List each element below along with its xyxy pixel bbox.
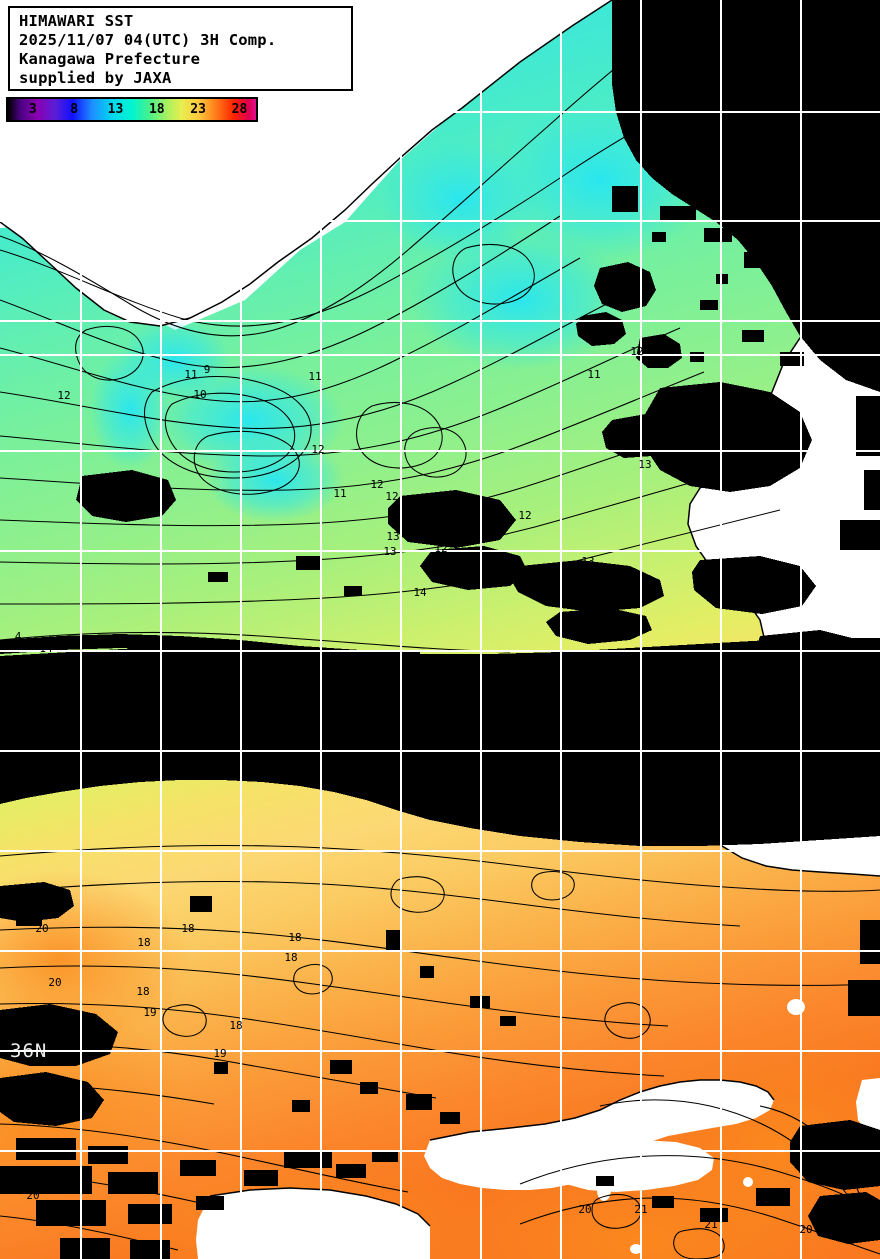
title-line-source: supplied by JAXA <box>19 69 172 87</box>
contour-label: 13 <box>386 530 399 543</box>
title-line-product: HIMAWARI SST <box>19 12 134 30</box>
colorbar-tick-labels: 3 8 13 18 23 28 <box>8 99 256 120</box>
contour-label: 19 <box>213 1047 226 1060</box>
contour-label: 12 <box>434 542 447 555</box>
contour-label: 18 <box>229 1019 242 1032</box>
colorbar-tick-18: 18 <box>148 102 165 117</box>
contour-label: 12 <box>630 345 643 358</box>
contour-label: 14 <box>39 642 53 655</box>
contour-label: 12 <box>518 509 531 522</box>
contour-label: 11 <box>333 487 346 500</box>
colorbar-gradient <box>8 99 256 120</box>
contour-label: 18 <box>136 985 149 998</box>
sst-contours <box>0 37 880 1259</box>
contour-label: 18 <box>28 890 41 903</box>
contour-label: 12 <box>370 478 383 491</box>
contour-label: 21 <box>634 1203 647 1216</box>
contour-label: 11 <box>587 368 600 381</box>
contour-label: 12 <box>57 389 70 402</box>
contour-label: 20 <box>39 1051 52 1064</box>
colorbar-tick-8: 8 <box>70 102 79 117</box>
contour-label: 21 <box>808 1159 821 1172</box>
contour-label: 20 <box>48 976 61 989</box>
contour-label: 19 <box>45 890 58 903</box>
contour-label: 20 <box>35 922 48 935</box>
contour-label: 14 <box>413 586 427 599</box>
title-line-datetime: 2025/11/07 04(UTC) 3H Comp. <box>19 31 277 49</box>
contour-label: 10 <box>619 420 632 433</box>
contour-label: 18 <box>288 931 301 944</box>
contour-label: 18 <box>137 936 150 949</box>
contour-label: 12 <box>311 443 324 456</box>
contour-label: 12 <box>385 490 398 503</box>
colorbar-tick-13: 13 <box>107 102 124 117</box>
contour-label: 20 <box>799 1223 812 1236</box>
contour-label: 9 <box>204 363 211 376</box>
contour-label: 4 <box>15 630 22 643</box>
contour-label: 13 <box>638 458 651 471</box>
contour-label: 11 <box>308 370 321 383</box>
contour-label: 13 <box>383 545 396 558</box>
colorbar-tick-23: 23 <box>190 102 206 117</box>
title-info-box: HIMAWARI SST 2025/11/07 04(UTC) 3H Comp.… <box>8 6 353 91</box>
contour-label: 19 <box>143 1006 156 1019</box>
contour-label: 10 <box>193 388 206 401</box>
contour-label: 11 <box>184 368 197 381</box>
contour-label: 20 <box>26 1189 39 1202</box>
contour-label: 18 <box>284 951 297 964</box>
colorbar-tick-3: 3 <box>28 102 37 117</box>
contour-label: 18 <box>181 922 194 935</box>
title-line-region: Kanagawa Prefecture <box>19 50 201 68</box>
contour-label: 21 <box>704 1218 717 1231</box>
contour-label: 13 <box>581 555 594 568</box>
sst-colorbar: 3 8 13 18 23 28 <box>6 97 258 122</box>
colorbar-tick-28: 28 <box>231 102 248 117</box>
contour-label: 20 <box>578 1203 591 1216</box>
